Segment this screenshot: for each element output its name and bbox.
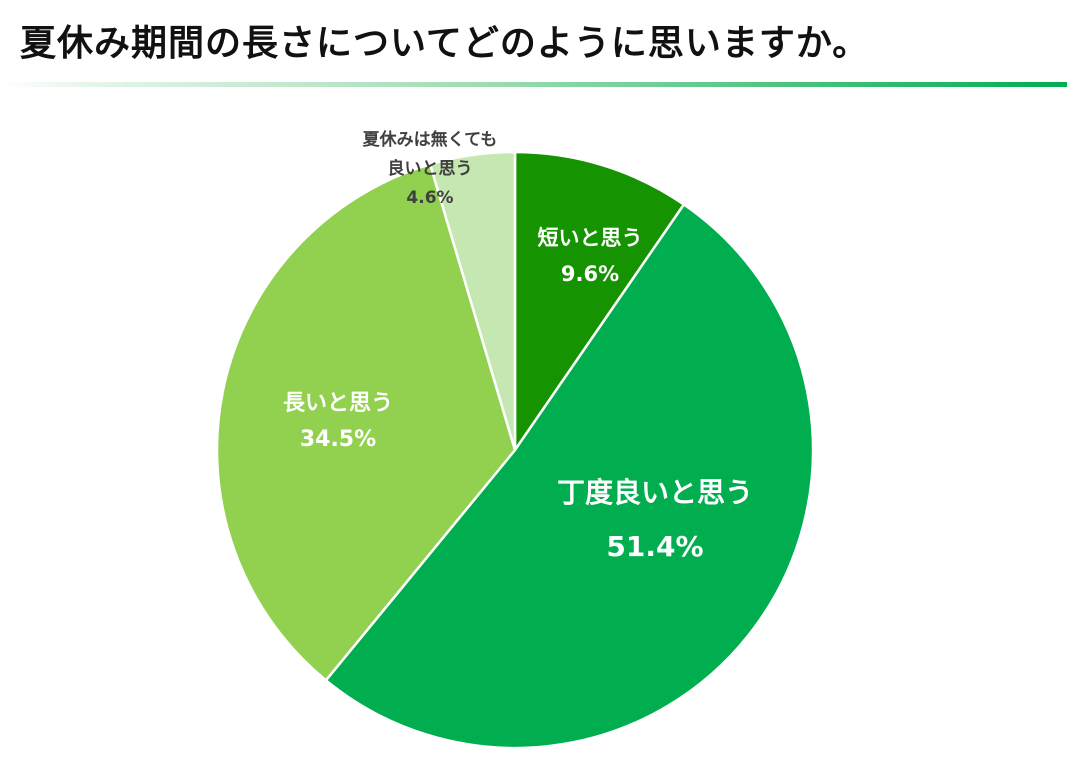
title-divider <box>0 82 1067 87</box>
pie-slice-1 <box>513 150 686 452</box>
slice-value-3: 34.5% <box>300 427 376 452</box>
pie-slice-2 <box>324 203 815 750</box>
slice-value-2: 51.4% <box>606 530 703 563</box>
slice-value-1: 9.6% <box>561 262 619 286</box>
slice-label-4-line-1: 夏休みは無くても <box>363 129 498 150</box>
slice-value-4: 4.6% <box>406 188 453 208</box>
pie-slice-3 <box>215 163 517 682</box>
slice-label-3: 長いと思う <box>283 391 393 416</box>
slice-label-2: 丁度良いと思う <box>557 476 753 509</box>
slice-label-4-line-2: 良いと思う <box>388 158 473 179</box>
pie-labels: 短いと思う 9.6% 丁度良いと思う 51.4% 長いと思う 34.5% 夏休みは無くても良… <box>283 129 753 563</box>
pie-slices <box>215 150 815 750</box>
pie-slice-4 <box>428 150 517 452</box>
slice-label-1: 短いと思う <box>538 226 643 250</box>
page-title: 夏休み期間の長さについてどのように思いますか。 <box>20 23 870 64</box>
